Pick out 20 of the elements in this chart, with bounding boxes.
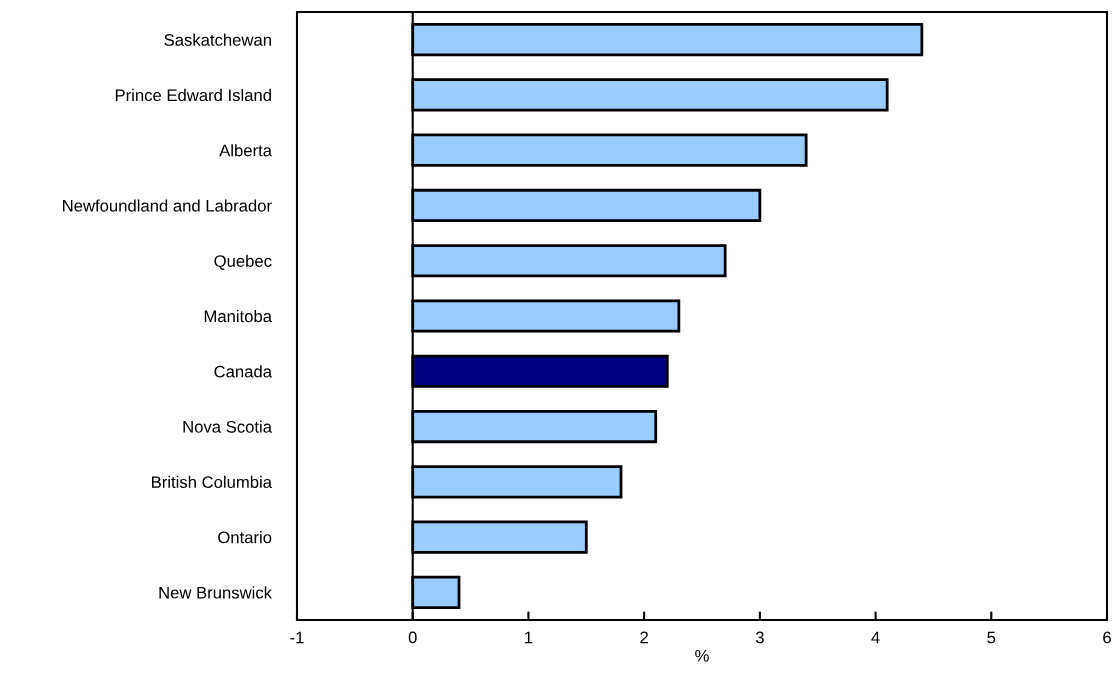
y-tick-label: Canada <box>214 365 272 378</box>
y-tick-label: Ontario <box>218 531 272 544</box>
y-tick-label: Newfoundland and Labrador <box>63 199 272 212</box>
x-tick-label: 2 <box>640 631 648 644</box>
y-tick-label: Manitoba <box>204 309 272 323</box>
x-tick-label: 5 <box>987 631 996 644</box>
y-tick-label: New Brunswick <box>159 586 273 599</box>
y-tick-label: Nova Scotia <box>183 420 272 433</box>
x-tick-label: 6 <box>1103 631 1111 644</box>
y-tick-label: Alberta <box>219 144 272 157</box>
y-tick-label: British Columbia <box>152 475 272 489</box>
x-tick-label: 3 <box>755 631 764 644</box>
x-tick-label: 1 <box>525 631 533 644</box>
x-tick-label: 0 <box>408 631 417 644</box>
y-tick-label: Prince Edward Island <box>115 88 271 102</box>
x-tick-label: 4 <box>871 631 880 644</box>
x-tick-label: -1 <box>290 631 304 644</box>
y-tick-label: Saskatchewan <box>164 33 271 46</box>
x-axis-title: % <box>695 649 709 662</box>
y-tick-label: Quebec <box>214 254 272 270</box>
